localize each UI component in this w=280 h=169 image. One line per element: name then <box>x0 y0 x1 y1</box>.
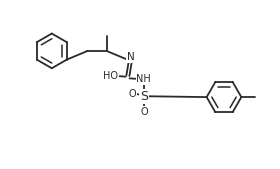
Text: S: S <box>140 90 148 103</box>
Text: HO: HO <box>103 71 118 81</box>
Text: N: N <box>127 52 135 62</box>
Text: O: O <box>140 107 148 117</box>
Text: O: O <box>128 89 136 99</box>
Text: NH: NH <box>136 74 151 84</box>
